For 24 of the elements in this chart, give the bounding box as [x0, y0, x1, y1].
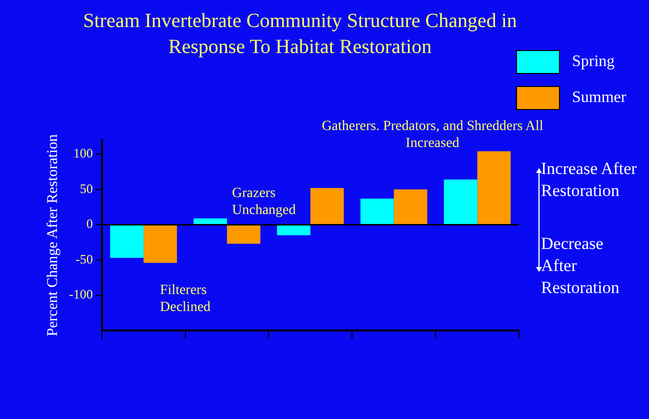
bar: [477, 151, 511, 224]
bar: [360, 198, 394, 224]
text: Increase After Restoration: [541, 158, 638, 202]
y-axis-title: Percent Change After Restoration: [44, 134, 61, 336]
bar: [444, 180, 478, 224]
legend-label: Summer: [572, 89, 626, 107]
y-tick-label: 0: [86, 216, 93, 232]
bar: [310, 188, 344, 224]
bar: [110, 225, 144, 258]
annotation: Filterers Declined: [160, 282, 212, 316]
text: Decrease After Restoration: [541, 233, 620, 299]
bar: [394, 189, 428, 224]
bar: [277, 225, 310, 236]
bar: [144, 225, 177, 263]
y-tick-label: -100: [68, 286, 93, 302]
legend-label: Spring: [572, 53, 615, 71]
chart-title: Stream Invertebrate Community Structure Changed in Response To Habitat Restoration: [82, 9, 518, 60]
y-tick-label: 50: [80, 180, 93, 196]
annotation: Gatherers. Predators, and Shredders All Increased: [320, 118, 544, 152]
y-tick-label: -50: [75, 251, 93, 266]
bar: [226, 225, 260, 244]
y-tick-label: 100: [73, 146, 93, 161]
bar: [194, 218, 227, 224]
annotation: Grazers Unchanged: [232, 185, 297, 219]
